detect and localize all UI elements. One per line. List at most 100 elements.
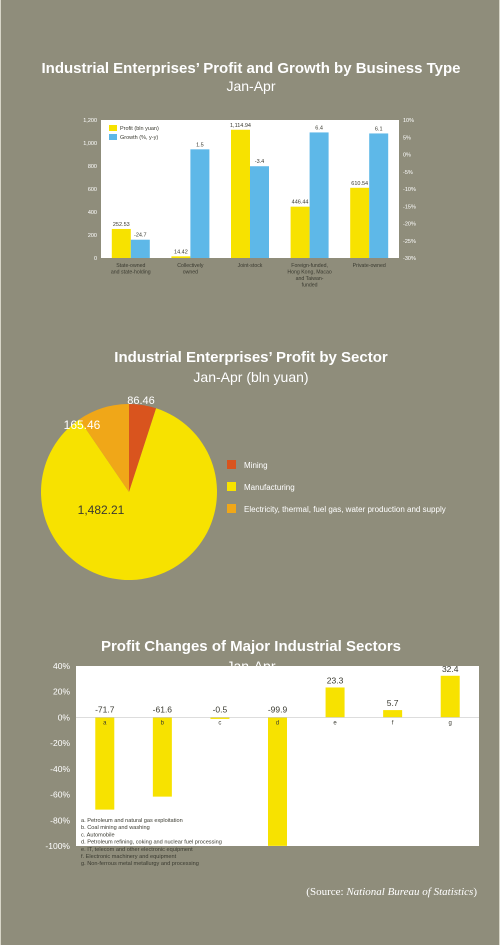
category-letter: c bbox=[218, 720, 221, 726]
growth-bar bbox=[190, 149, 210, 258]
left-tick-label: 800 bbox=[88, 164, 97, 170]
footnote: f. Electronic machinery and equipment bbox=[81, 854, 177, 860]
left-tick-label: 1,000 bbox=[83, 141, 97, 147]
y-tick-label: -80% bbox=[50, 815, 70, 825]
left-tick-label: 600 bbox=[88, 187, 97, 193]
footnote: a. Petroleum and natural gas exploitatio… bbox=[81, 818, 183, 824]
profit-value-label: 1,114.94 bbox=[230, 123, 251, 129]
profit-bar bbox=[231, 129, 250, 258]
right-tick-label: -30% bbox=[403, 256, 416, 262]
growth-bar bbox=[309, 132, 329, 258]
profit-value-label: 14.42 bbox=[174, 249, 188, 255]
footnote: b. Coal mining and washing bbox=[81, 825, 150, 831]
right-tick-label: -5% bbox=[403, 170, 413, 176]
category-letter: b bbox=[161, 720, 165, 726]
category-letter: a bbox=[103, 720, 107, 726]
left-tick-label: 200 bbox=[88, 233, 97, 239]
pie-value-label: 1,482.21 bbox=[78, 503, 125, 517]
pie-slice bbox=[41, 408, 218, 580]
category-letter: g bbox=[449, 720, 452, 726]
growth-bar bbox=[250, 166, 269, 258]
source-suffix: ) bbox=[473, 886, 477, 898]
business-type-chart: 0 200 400 600 800 1,000 1,200 -30% -25% -20% -15% -… bbox=[83, 118, 416, 289]
bar-value-label: -0.5 bbox=[213, 704, 228, 714]
y-tick-label: -20% bbox=[50, 738, 70, 748]
right-tick-label: 5% bbox=[403, 135, 411, 141]
category-label: Hong Kong, Macao bbox=[287, 270, 332, 276]
growth-bar bbox=[369, 133, 389, 258]
right-tick-label: -20% bbox=[403, 222, 416, 228]
chart1-subtitle: Jan-Apr bbox=[226, 78, 276, 94]
y-tick-label: -100% bbox=[45, 841, 70, 851]
footnote: g. Non-ferrous metal metallurgy and proc… bbox=[81, 861, 199, 867]
legend-label: Electricity, thermal, fuel gas, water pr… bbox=[244, 505, 446, 514]
category-label: Collectively bbox=[177, 263, 204, 269]
category-label: and state-holding bbox=[111, 270, 151, 276]
chart3-title: Profit Changes of Major Industrial Secto… bbox=[100, 638, 402, 655]
bar bbox=[440, 675, 460, 718]
category-label: funded bbox=[302, 283, 318, 289]
bar bbox=[383, 710, 403, 718]
growth-value-label: 6.4 bbox=[315, 125, 323, 131]
y-tick-label: -40% bbox=[50, 764, 70, 774]
y-tick-label: 0% bbox=[58, 712, 71, 722]
y-tick-label: 40% bbox=[53, 661, 70, 671]
chart2-title: Industrial Enterprises’ Profit by Sector bbox=[114, 349, 388, 366]
profit-value-label: 446.44 bbox=[292, 200, 309, 206]
left-tick-label: 0 bbox=[94, 256, 97, 262]
category-letter: f bbox=[392, 720, 394, 726]
chart2-subtitle: Jan-Apr (bln yuan) bbox=[193, 369, 309, 385]
source-name: National Bureau of Statistics bbox=[346, 886, 474, 898]
profit-bar bbox=[111, 228, 131, 258]
profit-changes-chart: -100% -80% -60% -40% -20% 0% 20% 40% -71.7 a -61.6… bbox=[45, 661, 479, 867]
pie-slice bbox=[79, 404, 129, 492]
bar-value-label: -99.9 bbox=[268, 704, 288, 714]
sector-pie-chart: 86.46 Mining 1,482.21 Manufacturing 165.46 El… bbox=[41, 395, 446, 580]
legend-label: Manufacturing bbox=[244, 483, 295, 492]
growth-bar bbox=[130, 239, 150, 258]
legend-label: Mining bbox=[244, 461, 268, 470]
category-label: Private-owned bbox=[353, 263, 386, 269]
profit-value-label: 610.54 bbox=[351, 181, 368, 187]
bar-value-label: 32.4 bbox=[442, 664, 459, 674]
right-tick-label: -25% bbox=[403, 239, 416, 245]
legend-label-profit: Profit (bln yuan) bbox=[120, 126, 159, 132]
pie-value-label: 86.46 bbox=[127, 395, 155, 407]
category-label: owned bbox=[183, 270, 198, 276]
right-tick-label: 0% bbox=[403, 153, 411, 159]
category-label: and Taiwan- bbox=[296, 276, 324, 282]
category-label: Foreign-funded, bbox=[291, 263, 328, 269]
legend-label-growth: Growth (%, y-y) bbox=[120, 135, 158, 141]
category-letter: d bbox=[276, 720, 279, 726]
footnote: d. Petroleum refining, coking and nuclea… bbox=[81, 840, 222, 846]
category-label: Joint-stock bbox=[238, 263, 263, 269]
source-note: (Source: National Bureau of Statistics) bbox=[306, 886, 477, 898]
profit-bar bbox=[290, 206, 310, 258]
legend-swatch bbox=[227, 482, 236, 491]
growth-value-label: 1.5 bbox=[196, 142, 204, 148]
footnote: c. Automobile bbox=[81, 832, 115, 838]
y-tick-label: -60% bbox=[50, 790, 70, 800]
growth-value-label: 6.1 bbox=[375, 126, 383, 132]
left-tick-label: 400 bbox=[88, 210, 97, 216]
bar bbox=[325, 687, 345, 718]
legend-swatch bbox=[227, 504, 236, 513]
pie-slice bbox=[129, 404, 157, 492]
category-letter: e bbox=[333, 720, 337, 726]
bar bbox=[152, 717, 172, 797]
source-prefix: (Source: bbox=[306, 886, 347, 898]
pie-value-label: 165.46 bbox=[64, 418, 101, 432]
right-tick-label: 10% bbox=[403, 118, 414, 124]
category-label: State-owned bbox=[116, 263, 145, 269]
bar-value-label: 23.3 bbox=[327, 675, 344, 685]
legend-swatch-profit bbox=[109, 125, 117, 131]
bar-value-label: -71.7 bbox=[95, 704, 115, 714]
bar bbox=[95, 717, 115, 810]
right-tick-label: -10% bbox=[403, 187, 416, 193]
bar bbox=[268, 717, 287, 846]
profit-value-label: 252.53 bbox=[113, 222, 130, 228]
chart1-title: Industrial Enterprises’ Profit and Growt… bbox=[41, 60, 461, 77]
growth-value-label: -3.4 bbox=[255, 159, 264, 165]
footnote: e. IT, telecom and other electronic equi… bbox=[81, 847, 193, 853]
